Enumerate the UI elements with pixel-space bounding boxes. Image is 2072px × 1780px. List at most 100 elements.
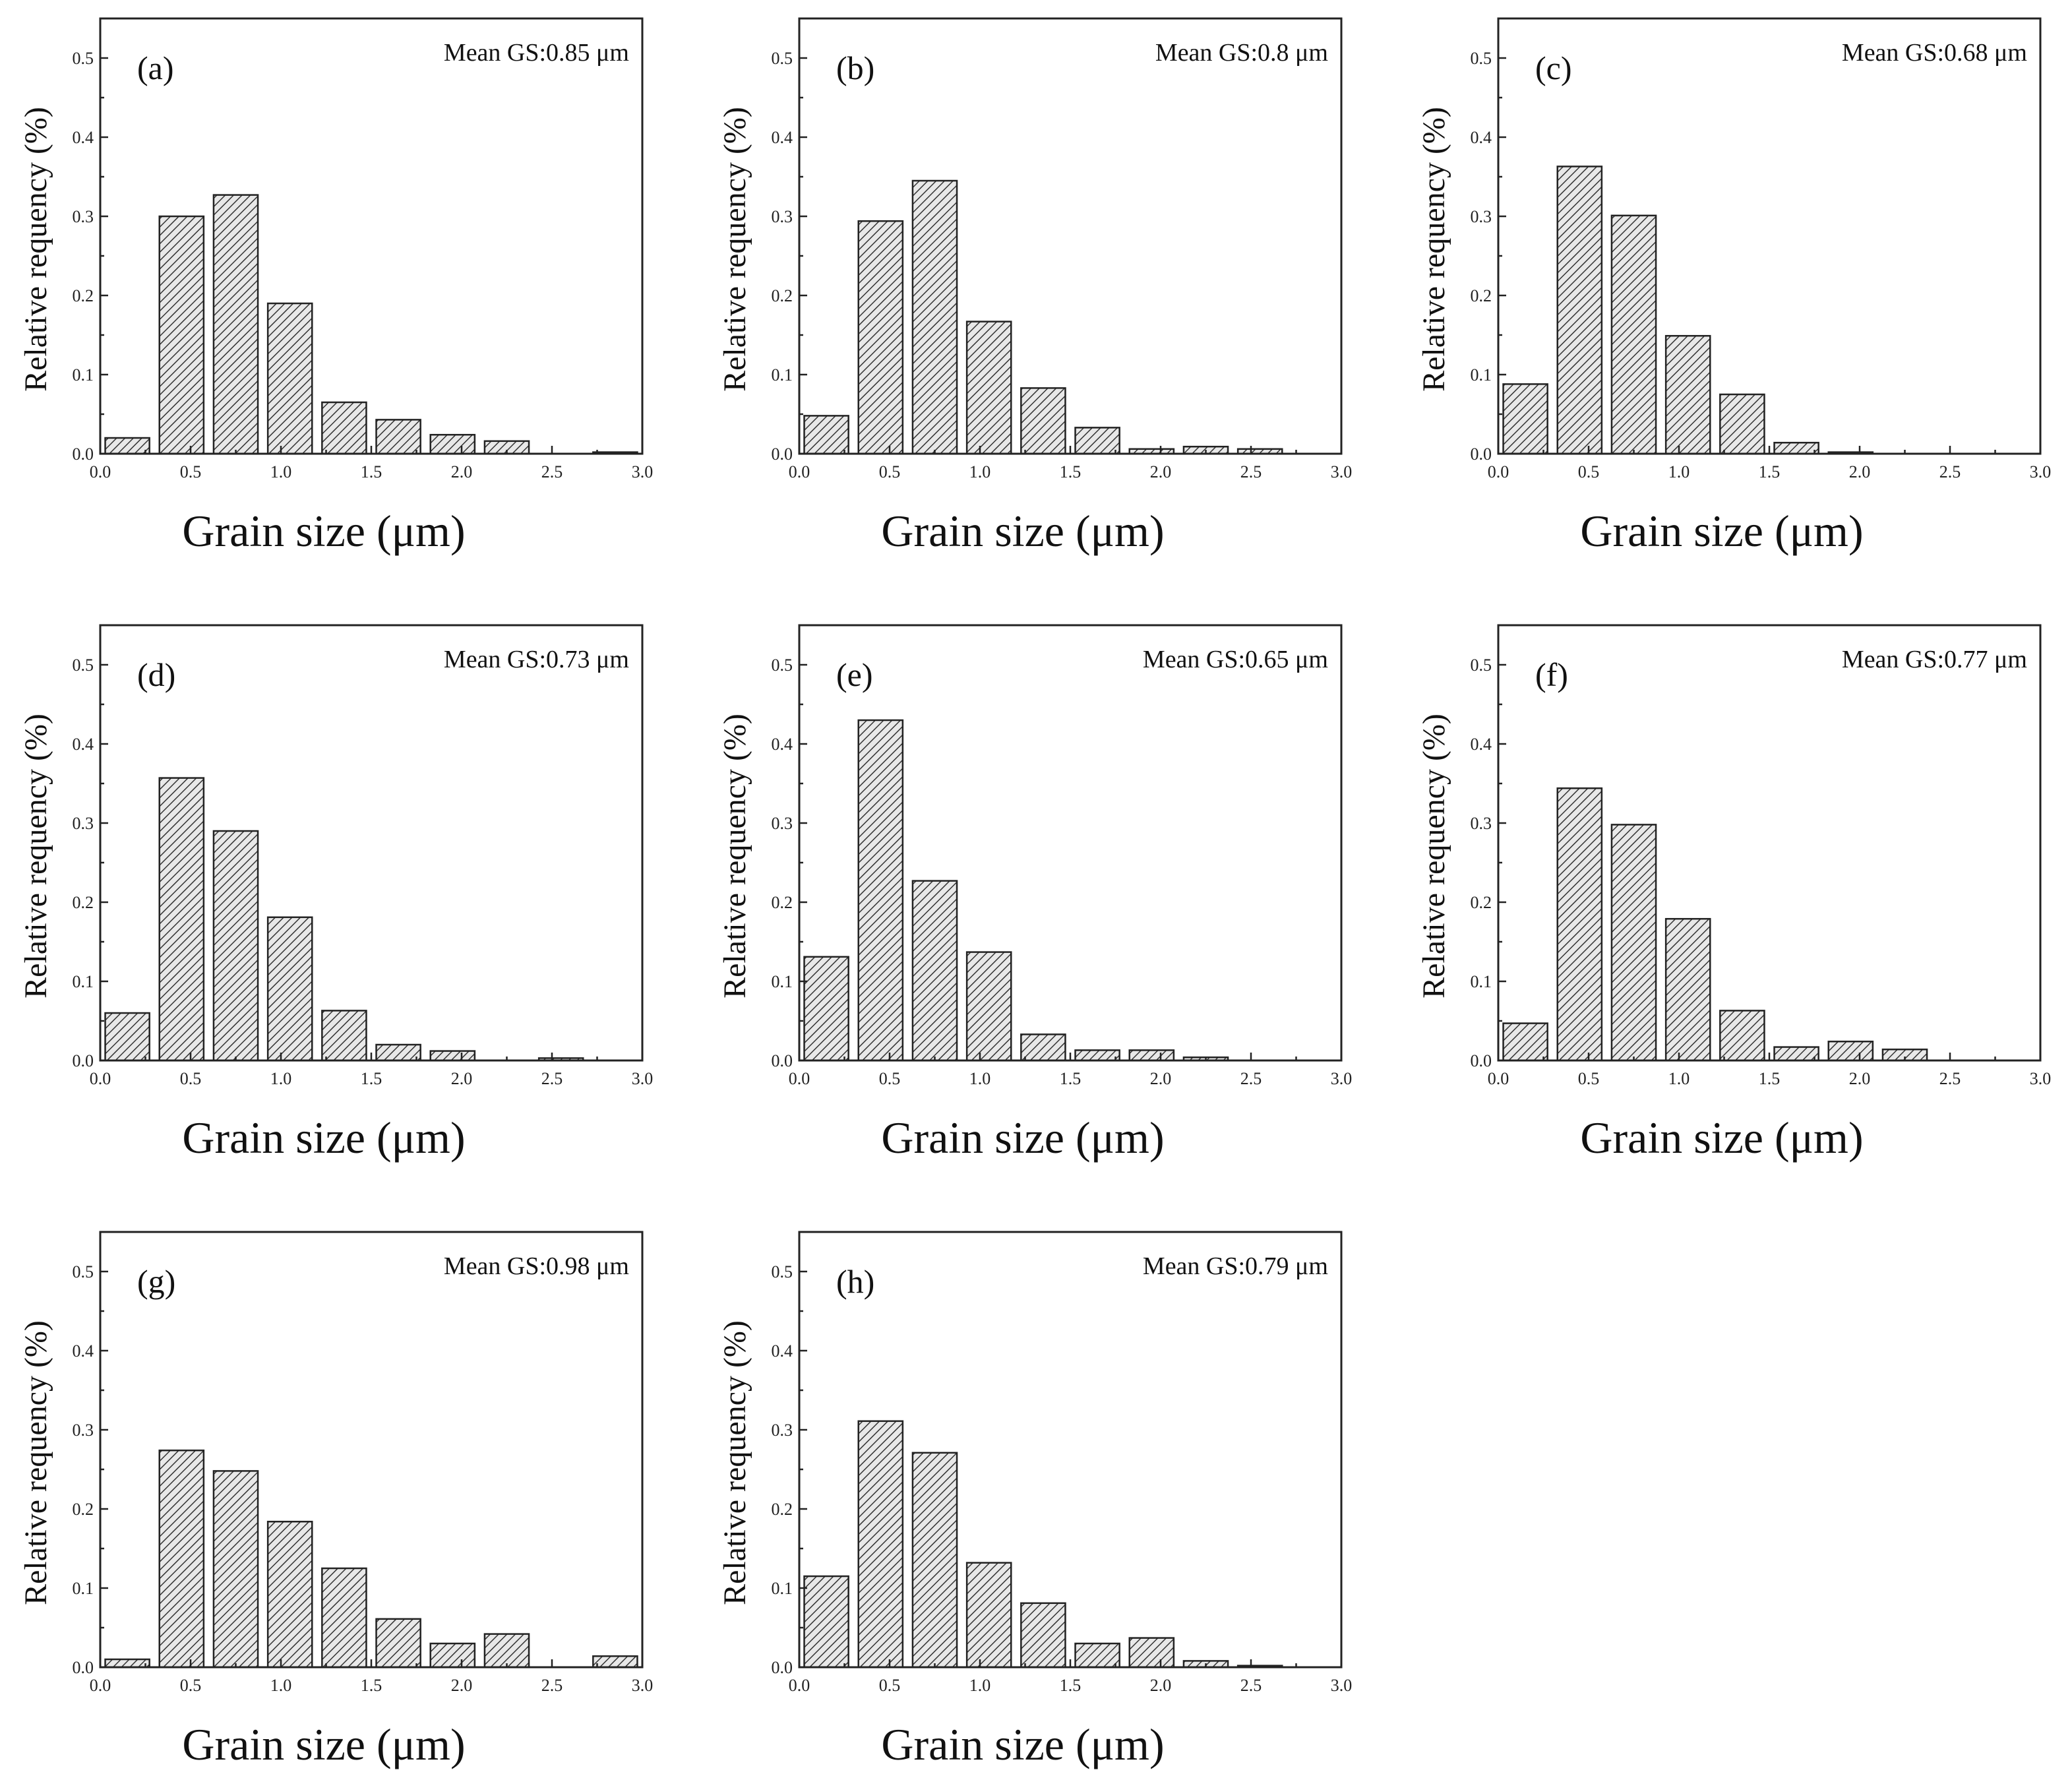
x-axis-label: Grain size (μm) — [182, 1719, 465, 1769]
panel-label: (h) — [836, 1263, 874, 1300]
histogram-bar — [1074, 427, 1120, 455]
x-tick-label: 2.0 — [1150, 462, 1172, 481]
x-axis-label: Grain size (μm) — [881, 1719, 1164, 1769]
y-axis-label: Relative requency (%) — [18, 714, 53, 998]
histogram-bar — [911, 880, 958, 1062]
y-tick-label: 0.5 — [772, 49, 793, 68]
x-tick-label: 2.0 — [1150, 1069, 1172, 1088]
x-tick-label: 0.0 — [789, 1069, 810, 1088]
histogram-panel: 0.0 0.5 1.0 1.5 2.0 2.5 3.0 0.0 0.1 0.2 0.3 0.4 0.5 G… — [717, 1231, 1353, 1769]
x-tick-label: 0.5 — [180, 1676, 202, 1695]
x-tick-label: 3.0 — [1331, 462, 1353, 481]
histogram-bar — [803, 1575, 849, 1669]
x-tick-label: 0.5 — [879, 462, 901, 481]
y-tick-label: 0.1 — [772, 365, 793, 384]
histogram-bar — [857, 1420, 904, 1669]
y-tick-label: 0.2 — [772, 286, 793, 305]
histogram-panel: 0.0 0.5 1.0 1.5 2.0 2.5 3.0 0.0 0.1 0.2 0.3 0.4 0.5 G… — [18, 1231, 654, 1769]
x-axis-label: Grain size (μm) — [881, 506, 1164, 556]
histogram-bar — [321, 1010, 367, 1062]
histogram-bar — [429, 433, 476, 455]
x-tick-label: 0.0 — [789, 462, 810, 481]
histogram-bar — [592, 1655, 638, 1669]
histogram-bar — [1719, 393, 1765, 455]
histogram-bar — [1773, 441, 1819, 455]
panel-label: (a) — [137, 49, 174, 86]
x-axis-label: Grain size (μm) — [182, 1113, 465, 1163]
histogram-bar — [857, 719, 904, 1062]
y-tick-label: 0.3 — [73, 1421, 94, 1440]
histogram-bar — [104, 1012, 150, 1062]
histogram-bar — [965, 951, 1012, 1062]
x-tick-label: 0.5 — [879, 1069, 901, 1088]
x-tick-label: 3.0 — [1331, 1676, 1353, 1695]
x-tick-label: 1.0 — [969, 1676, 991, 1695]
histogram-bar — [1719, 1010, 1765, 1062]
y-tick-label: 0.1 — [73, 365, 94, 384]
y-tick-label: 0.5 — [73, 656, 94, 675]
x-tick-label: 3.0 — [632, 462, 654, 481]
x-tick-label: 0.5 — [1578, 1069, 1600, 1088]
x-tick-label: 2.0 — [451, 462, 473, 481]
histogram-bar — [212, 194, 259, 455]
histogram-panel: 0.0 0.5 1.0 1.5 2.0 2.5 3.0 0.0 0.1 0.2 0.3 0.4 0.5 G… — [18, 624, 654, 1163]
x-tick-label: 1.5 — [361, 462, 382, 481]
histogram-bar — [803, 956, 849, 1062]
y-tick-label: 0.0 — [73, 445, 94, 464]
x-tick-label: 3.0 — [1331, 1069, 1353, 1088]
y-tick-label: 0.2 — [73, 286, 94, 305]
x-tick-label: 3.0 — [632, 1676, 654, 1695]
x-tick-label: 1.0 — [270, 1676, 292, 1695]
histogram-panel: 0.0 0.5 1.0 1.5 2.0 2.5 3.0 0.0 0.1 0.2 0.3 0.4 0.5 G… — [1417, 17, 2051, 556]
y-tick-label: 0.1 — [73, 1579, 94, 1598]
y-axis-label: Relative requency (%) — [1417, 714, 1451, 998]
y-tick-label: 0.5 — [1471, 656, 1492, 675]
y-tick-label: 0.0 — [772, 445, 793, 464]
x-tick-label: 0.5 — [879, 1676, 901, 1695]
x-tick-label: 1.5 — [1060, 462, 1082, 481]
y-tick-label: 0.2 — [73, 893, 94, 912]
y-tick-label: 0.3 — [1471, 814, 1492, 833]
y-tick-label: 0.4 — [1471, 735, 1492, 754]
x-tick-label: 2.0 — [1849, 462, 1871, 481]
mean-grain-size-annotation: Mean GS:0.79 μm — [1143, 1252, 1328, 1280]
x-tick-label: 1.5 — [1759, 1069, 1781, 1088]
y-tick-label: 0.3 — [772, 207, 793, 226]
histogram-bar — [158, 1449, 205, 1669]
x-tick-label: 0.0 — [1488, 462, 1509, 481]
x-tick-label: 1.5 — [1060, 1676, 1082, 1695]
histogram-bar — [1128, 1049, 1175, 1062]
x-tick-label: 1.5 — [1759, 462, 1781, 481]
y-tick-label: 0.5 — [73, 1262, 94, 1281]
x-tick-label: 2.5 — [541, 1069, 563, 1088]
x-axis-label: Grain size (μm) — [182, 506, 465, 556]
panel-label: (g) — [137, 1263, 175, 1300]
histogram-bar — [375, 1618, 421, 1669]
x-tick-label: 3.0 — [632, 1069, 654, 1088]
histogram-bar — [321, 1567, 367, 1669]
x-tick-label: 2.0 — [1150, 1676, 1172, 1695]
y-tick-label: 0.4 — [73, 1341, 94, 1361]
x-tick-label: 2.5 — [541, 1676, 563, 1695]
histogram-panel: 0.0 0.5 1.0 1.5 2.0 2.5 3.0 0.0 0.1 0.2 0.3 0.4 0.5 G… — [1417, 624, 2051, 1163]
y-tick-label: 0.3 — [772, 814, 793, 833]
x-tick-label: 1.0 — [969, 1069, 991, 1088]
y-tick-label: 0.0 — [73, 1658, 94, 1677]
histogram-bar — [1556, 166, 1603, 455]
mean-grain-size-annotation: Mean GS:0.77 μm — [1842, 646, 2027, 673]
x-tick-label: 2.5 — [1939, 1069, 1961, 1088]
y-tick-label: 0.1 — [1471, 365, 1492, 384]
histogram-bar — [104, 437, 150, 455]
x-tick-label: 0.0 — [90, 1069, 111, 1088]
y-tick-label: 0.1 — [73, 972, 94, 991]
y-axis-label: Relative requency (%) — [717, 714, 752, 998]
x-tick-label: 1.0 — [1668, 462, 1690, 481]
x-axis-label: Grain size (μm) — [881, 1113, 1164, 1163]
histogram-bar — [1502, 383, 1548, 455]
x-tick-label: 1.0 — [270, 1069, 292, 1088]
y-tick-label: 0.3 — [73, 814, 94, 833]
y-axis-label: Relative requency (%) — [18, 107, 53, 392]
histogram-bar — [1773, 1046, 1819, 1062]
y-tick-label: 0.2 — [772, 1500, 793, 1519]
